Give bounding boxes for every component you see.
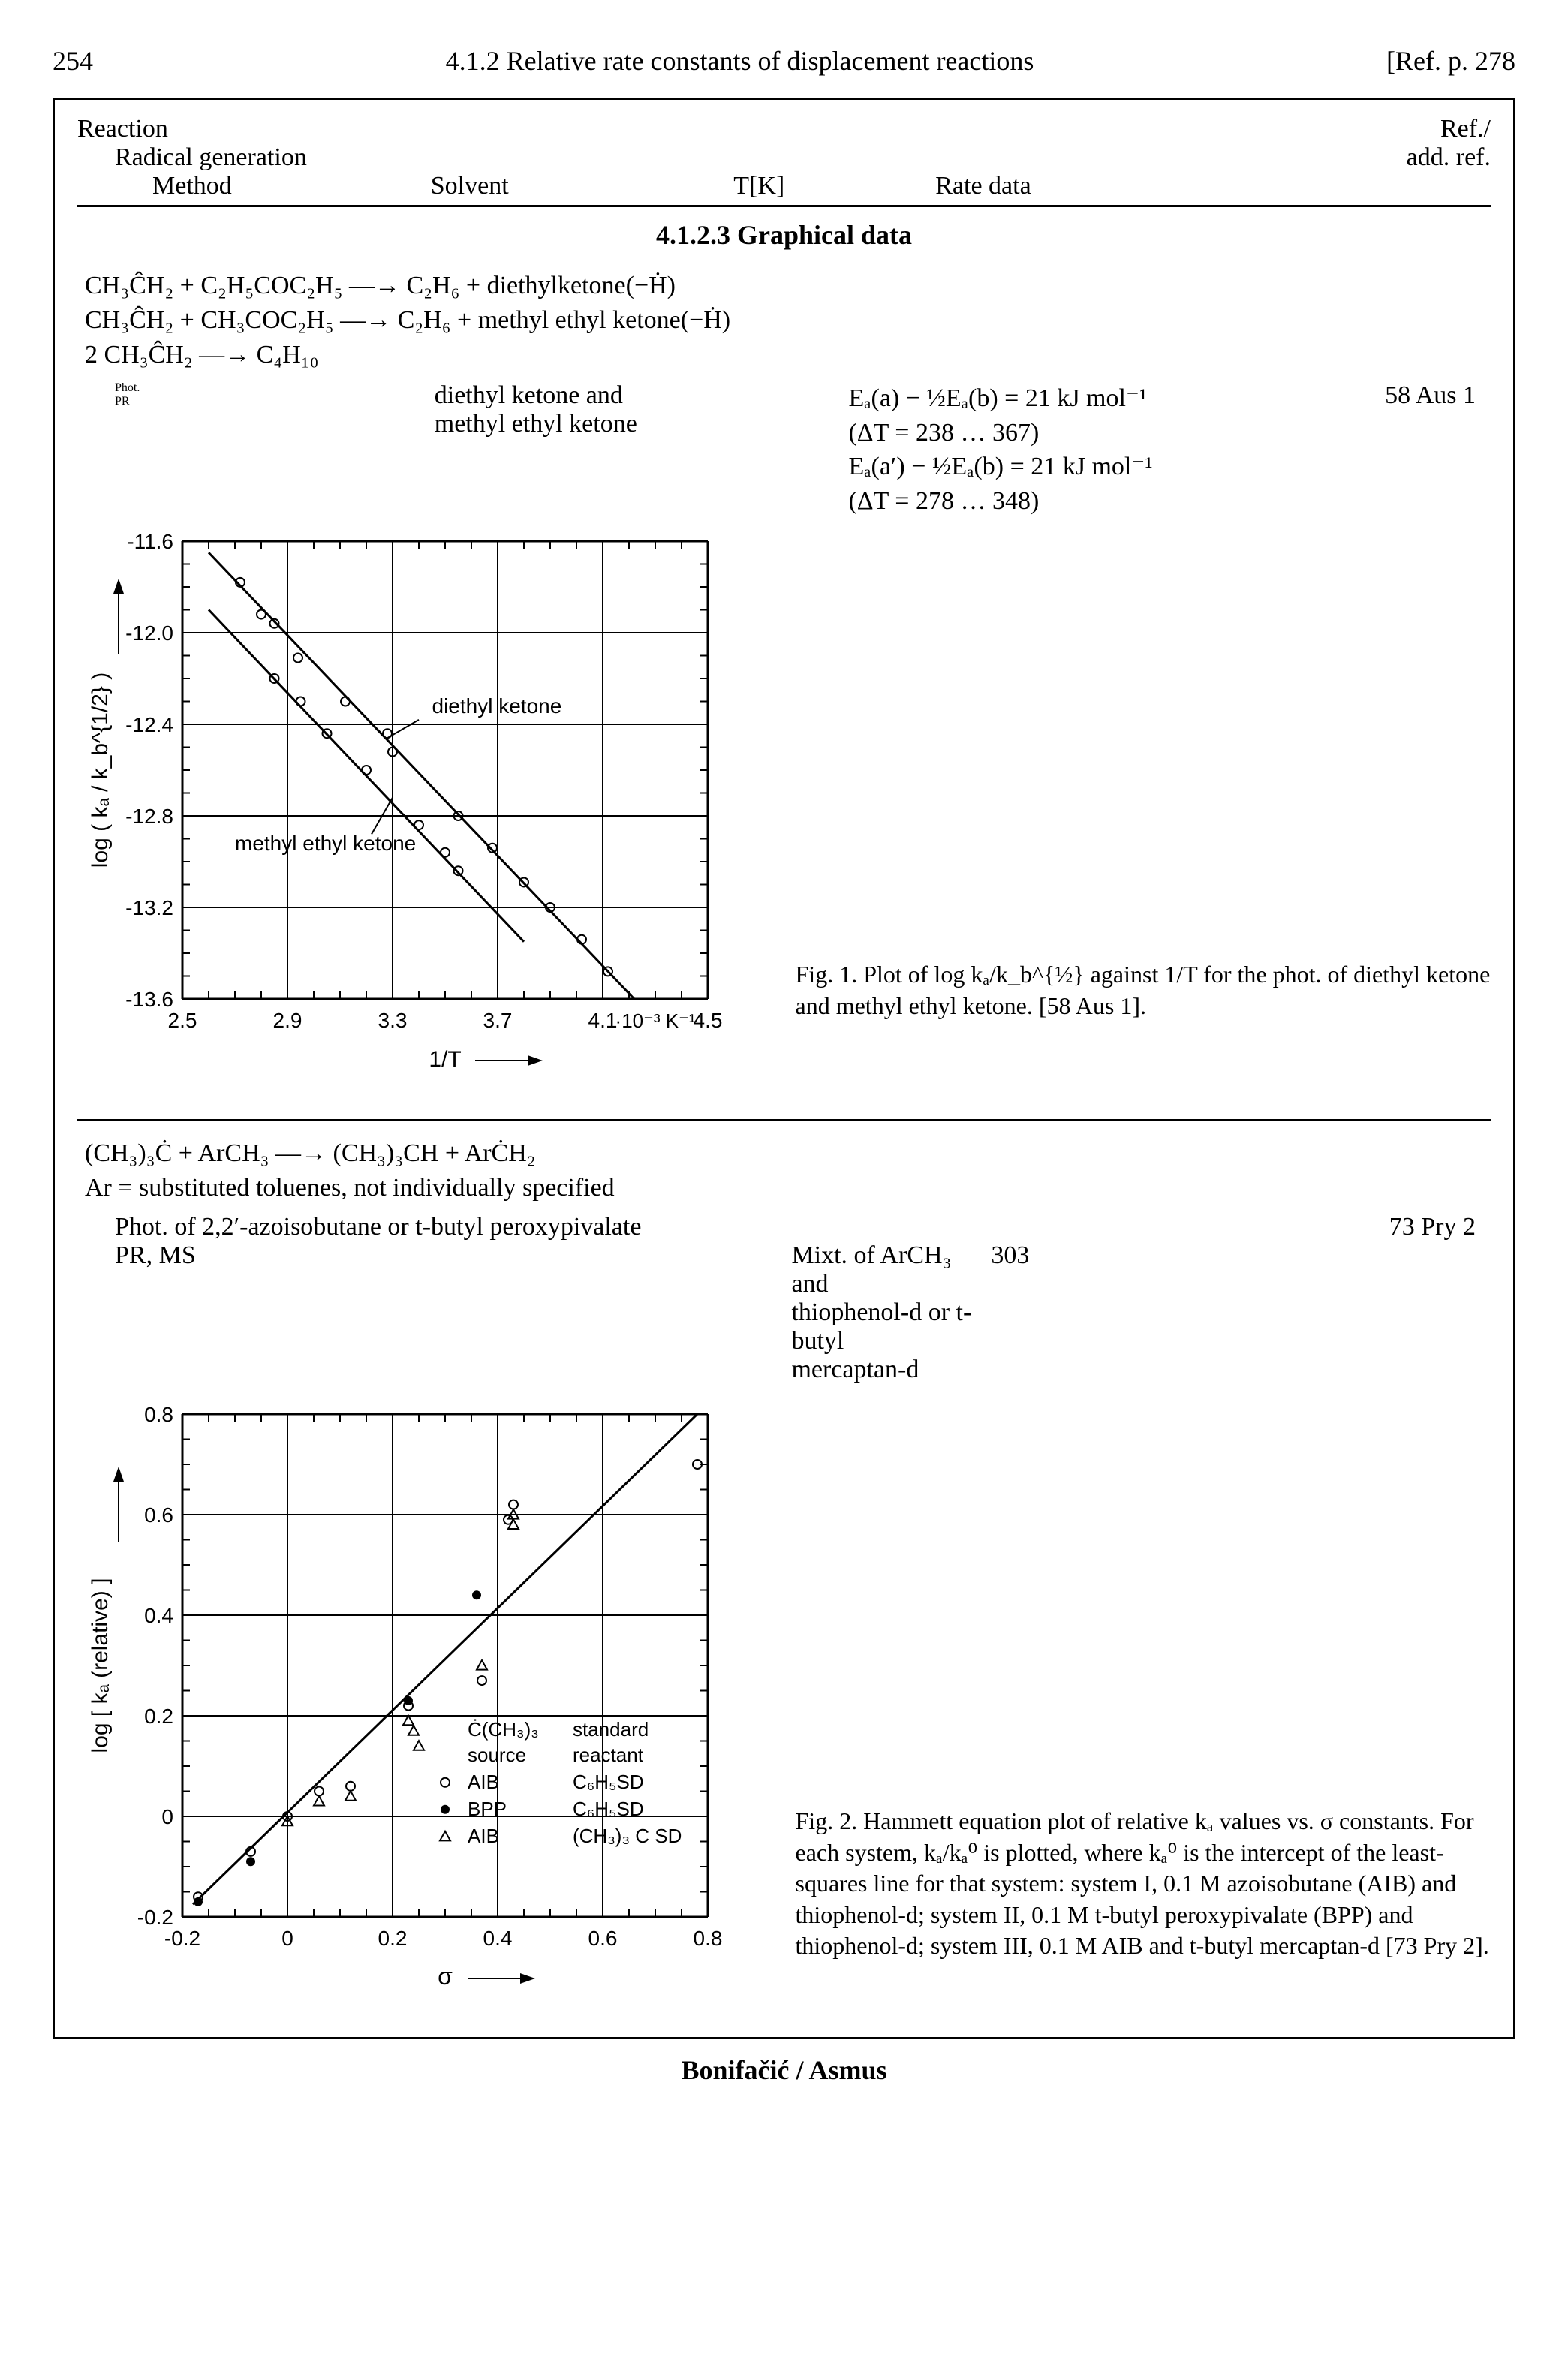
- svg-text:4.5: 4.5: [694, 1009, 723, 1032]
- reaction-block-1: CH₃ĈH₂ + C₂H₅COC₂H₅ —→ C₂H₆ + diethylket…: [85, 269, 1491, 372]
- rxn2-solvent1: Mixt. of ArCH₃ and: [791, 1241, 991, 1298]
- figure-1-row: 2.5 2.9 3.3 3.7 4.1 4.5·10⁻³ K⁻¹ -11.6 -12.0 -12…: [77, 519, 1491, 1089]
- svg-text:-12.8: -12.8: [125, 805, 173, 828]
- rxn1-solvent1: diethyl ketone and: [435, 381, 834, 410]
- page-number: 254: [53, 45, 93, 77]
- rxn2-method: PR, MS: [115, 1241, 641, 1270]
- col-ref-a: Ref./: [1289, 115, 1491, 143]
- page-footer: Bonifačić / Asmus: [53, 2054, 1515, 2086]
- svg-text:3.7: 3.7: [483, 1009, 513, 1032]
- rxn1-rate2: (ΔT = 238 … 367): [848, 416, 1305, 450]
- svg-text:1/T: 1/T: [429, 1047, 461, 1072]
- page-header: 254 4.1.2 Relative rate constants of dis…: [53, 45, 1515, 77]
- svg-text:0.6: 0.6: [588, 1927, 618, 1950]
- fig1-caption: Fig. 1. Plot of log kₐ/k_b^{½} against 1…: [796, 959, 1491, 1089]
- rxn1-ref: 58 Aus 1: [1320, 381, 1491, 519]
- svg-text:σ: σ: [438, 1963, 453, 1990]
- table-header: Reaction Radical generation Method Solve…: [77, 115, 1491, 207]
- col-rate: Rate data: [935, 172, 1289, 200]
- fig2-svg: -0.2 0 0.2 0.4 0.6 0.8 -0.2 0 0.2 0.4 0.6 0.8 Ċ(CH₃)…: [77, 1392, 738, 2007]
- rxn2-line1: (CH₃)₃Ċ + ArCH₃ —→ (CH₃)₃CH + ArĊH₂: [85, 1136, 1491, 1171]
- fig1-svg: 2.5 2.9 3.3 3.7 4.1 4.5·10⁻³ K⁻¹ -11.6 -12.0 -12…: [77, 519, 738, 1089]
- content-frame: Reaction Radical generation Method Solve…: [53, 98, 1515, 2039]
- svg-text:BPP: BPP: [468, 1798, 507, 1820]
- svg-text:-0.2: -0.2: [137, 1906, 173, 1929]
- col-method: Method: [152, 172, 431, 200]
- svg-text:-12.0: -12.0: [125, 621, 173, 645]
- svg-text:reactant: reactant: [573, 1744, 644, 1766]
- fig2-caption: Fig. 2. Hammett equation plot of relativ…: [796, 1806, 1491, 2007]
- rxn1-line1: CH₃ĈH₂ + C₂H₅COC₂H₅ —→ C₂H₆ + diethylket…: [85, 269, 1491, 303]
- svg-text:-12.4: -12.4: [125, 713, 173, 736]
- svg-text:4.1: 4.1: [588, 1009, 618, 1032]
- rxn1-rate1: Eₐ(a) − ½Eₐ(b) = 21 kJ mol⁻¹: [848, 381, 1305, 416]
- rxn2-phot: Phot. of 2,2′-azoisobutane or t-butyl pe…: [115, 1213, 641, 1241]
- col-temp: T[K]: [733, 172, 935, 200]
- rxn2-solvent2: thiophenol-d or t-butyl: [791, 1298, 991, 1355]
- svg-text:-13.2: -13.2: [125, 896, 173, 919]
- rxn1-line2: CH₃ĈH₂ + CH₃COC₂H₅ —→ C₂H₆ + methyl ethy…: [85, 303, 1491, 338]
- svg-text:source: source: [468, 1744, 526, 1766]
- svg-text:standard: standard: [573, 1718, 649, 1741]
- page-title: 4.1.2 Relative rate constants of displac…: [446, 45, 1034, 77]
- section-title: 4.1.2.3 Graphical data: [77, 219, 1491, 251]
- svg-text:C₆H₅SD: C₆H₅SD: [573, 1798, 644, 1820]
- svg-text:0: 0: [281, 1927, 293, 1950]
- separator: [77, 1119, 1491, 1121]
- rxn2-temp: 303: [991, 1241, 1091, 1270]
- svg-text:0.8: 0.8: [144, 1403, 173, 1426]
- svg-text:C₆H₅SD: C₆H₅SD: [573, 1771, 644, 1793]
- svg-text:·10⁻³ K⁻¹: ·10⁻³ K⁻¹: [615, 1009, 696, 1032]
- col-solvent: Solvent: [431, 172, 734, 200]
- svg-text:AIB: AIB: [468, 1771, 499, 1793]
- rxn2-ref: 73 Pry 2: [1341, 1213, 1491, 1384]
- rxn1-line3: 2 CH₃ĈH₂ —→ C₄H₁₀: [85, 338, 1491, 372]
- rxn2-line2: Ar = substituted toluenes, not individua…: [85, 1171, 1491, 1205]
- svg-text:3.3: 3.3: [378, 1009, 408, 1032]
- svg-text:2.5: 2.5: [168, 1009, 197, 1032]
- svg-text:0.4: 0.4: [144, 1604, 173, 1627]
- rxn2-solvent3: mercaptan-d: [791, 1355, 991, 1384]
- rxn1-rate3: Eₐ(a′) − ½Eₐ(b) = 21 kJ mol⁻¹: [848, 450, 1305, 484]
- svg-text:(CH₃)₃ C SD: (CH₃)₃ C SD: [573, 1825, 682, 1847]
- svg-text:0: 0: [161, 1805, 173, 1828]
- rxn1-solvent2: methyl ethyl ketone: [435, 410, 834, 438]
- rxn1-rate4: (ΔT = 278 … 348): [848, 484, 1305, 519]
- svg-text:-0.2: -0.2: [164, 1927, 200, 1950]
- svg-text:diethyl ketone: diethyl ketone: [432, 694, 562, 718]
- rxn2-details: Phot. of 2,2′-azoisobutane or t-butyl pe…: [77, 1213, 1491, 1384]
- svg-text:Ċ(CH₃)₃: Ċ(CH₃)₃: [468, 1718, 539, 1741]
- svg-text:0.2: 0.2: [144, 1705, 173, 1728]
- svg-text:0.6: 0.6: [144, 1503, 173, 1527]
- figure-1: 2.5 2.9 3.3 3.7 4.1 4.5·10⁻³ K⁻¹ -11.6 -12.0 -12…: [77, 519, 773, 1089]
- svg-text:0.4: 0.4: [483, 1927, 513, 1950]
- col-radical-gen: Radical generation: [115, 143, 431, 172]
- svg-text:AIB: AIB: [468, 1825, 499, 1847]
- svg-text:log ( kₐ / k_b^{1/2} ): log ( kₐ / k_b^{1/2} ): [88, 672, 113, 868]
- svg-text:0.2: 0.2: [378, 1927, 408, 1950]
- svg-text:log [ kₐ (relative) ]: log [ kₐ (relative) ]: [88, 1578, 113, 1753]
- page-ref: [Ref. p. 278: [1386, 45, 1515, 77]
- col-reaction: Reaction: [77, 115, 431, 143]
- rxn1-phot: Phot.: [115, 381, 420, 395]
- rxn1-details: Phot. PR diethyl ketone and methyl ethyl…: [77, 381, 1491, 519]
- rxn1-method: PR: [115, 395, 420, 408]
- svg-text:2.9: 2.9: [273, 1009, 302, 1032]
- reaction-block-2: (CH₃)₃Ċ + ArCH₃ —→ (CH₃)₃CH + ArĊH₂ Ar =…: [85, 1136, 1491, 1205]
- svg-text:-11.6: -11.6: [127, 530, 173, 553]
- svg-text:0.8: 0.8: [694, 1927, 723, 1950]
- figure-2: -0.2 0 0.2 0.4 0.6 0.8 -0.2 0 0.2 0.4 0.6 0.8 Ċ(CH₃)…: [77, 1392, 773, 2007]
- svg-text:-13.6: -13.6: [125, 988, 173, 1011]
- svg-text:methyl ethyl ketone: methyl ethyl ketone: [235, 832, 416, 855]
- col-ref-b: add. ref.: [1289, 143, 1491, 172]
- figure-2-row: -0.2 0 0.2 0.4 0.6 0.8 -0.2 0 0.2 0.4 0.6 0.8 Ċ(CH₃)…: [77, 1392, 1491, 2007]
